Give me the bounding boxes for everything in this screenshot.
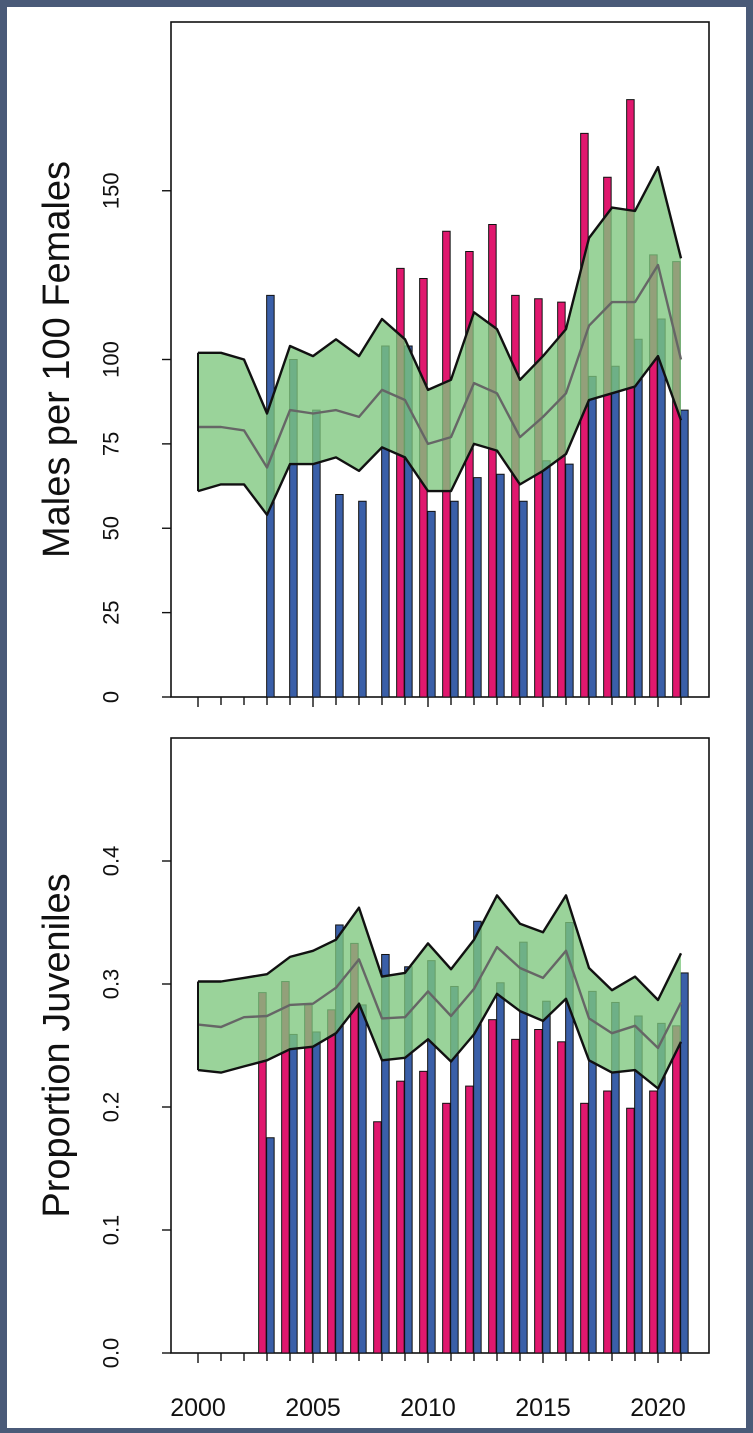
band-lower-line	[197, 354, 683, 516]
bar-pink-2013	[488, 224, 497, 698]
bar-blue-2021	[680, 409, 689, 698]
bar-blue-2010	[427, 510, 436, 698]
y-tick-label: 0.3	[99, 969, 124, 1000]
bar-pink-2019	[626, 99, 635, 698]
band-lower-line	[197, 992, 683, 1090]
bar-pink-2019	[626, 1107, 635, 1354]
bar-pink-2021	[672, 1025, 681, 1354]
panel-proportion-juveniles: 0.0 0.1 0.2 0.3 0.4 Proportion Juveniles 2000 2…	[36, 737, 710, 1422]
bar-blue-2012	[473, 920, 482, 1354]
y-tick-label: 0.1	[99, 1215, 124, 1246]
bar-blue-2018	[611, 365, 620, 698]
bar-blue-2007	[358, 500, 367, 698]
y-tick-label: 150	[99, 172, 124, 209]
bar-pink-2014	[511, 294, 520, 698]
x-tick-label: 2020	[630, 1394, 686, 1422]
bar-blue-2008	[381, 953, 390, 1354]
x-tick-label: 2015	[515, 1394, 571, 1422]
plot-frame	[170, 737, 710, 1354]
bar-blue-2011	[450, 500, 459, 698]
bar-blue-2013	[496, 473, 505, 698]
bar-blue-2015	[542, 460, 551, 698]
band-upper-line	[198, 165, 683, 415]
bar-blue-2021	[680, 972, 689, 1354]
credible-band	[198, 167, 681, 515]
y-tick-label: 0	[99, 691, 124, 703]
bar-pink-2005	[304, 1004, 313, 1354]
x-tick-label: 2010	[400, 1394, 456, 1422]
bar-blue-2014	[519, 500, 528, 698]
bar-blue-2004	[289, 1033, 298, 1354]
bar-blue-2015	[542, 1000, 551, 1354]
x-tick-label: 2005	[285, 1394, 341, 1422]
bar-blue-2016	[565, 463, 574, 698]
bar-pink-2017	[580, 1102, 589, 1354]
bar-blue-2006	[335, 494, 344, 698]
bar-blue-2019	[634, 338, 643, 698]
y-axis-label: Males per 100 Females	[36, 161, 78, 558]
bar-pink-2008	[373, 1121, 382, 1354]
bar-pink-2020	[649, 1090, 658, 1354]
y-tick-label: 100	[99, 341, 124, 378]
bar-blue-2013	[496, 982, 505, 1354]
bar-pink-2015	[534, 1029, 543, 1354]
bar-blue-2003	[266, 1137, 275, 1354]
y-tick-label: 0.4	[99, 846, 124, 877]
bar-blue-2017	[588, 375, 597, 698]
y-tick-label: 50	[99, 516, 124, 540]
bar-pink-2018	[603, 1090, 612, 1354]
y-tick-label: 0.0	[99, 1338, 124, 1369]
y-tick-label: 0.2	[99, 1092, 124, 1123]
band-upper-line	[198, 894, 683, 1002]
band-mean-line	[198, 263, 683, 469]
bar-pink-2010	[419, 1070, 428, 1354]
bar-pink-2009	[396, 1080, 405, 1354]
bar-pink-2012	[465, 251, 474, 698]
bar-pink-2012	[465, 1085, 474, 1354]
credible-band	[198, 895, 681, 1089]
x-tick-label: 2000	[170, 1394, 226, 1422]
y-tick-label: 75	[99, 432, 124, 456]
bar-blue-2006	[335, 924, 344, 1354]
bar-blue-2005	[312, 1031, 321, 1354]
bar-pink-2016	[557, 1041, 566, 1354]
bar-pink-2014	[511, 1038, 520, 1354]
bar-pink-2013	[488, 1019, 497, 1354]
band-mean-line	[197, 945, 683, 1050]
y-axis-label: Proportion Juveniles	[36, 873, 78, 1217]
bar-blue-2012	[473, 477, 482, 698]
y-tick-label: 25	[99, 600, 124, 624]
panel-sex-ratio: 0 25 50 75 100 150 Males per 100 Females	[36, 21, 710, 707]
figure: 0 25 50 75 100 150 Males per 100 Females 0.0 0.…	[7, 7, 746, 1428]
bar-pink-2006	[327, 1009, 336, 1354]
bar-pink-2011	[442, 1102, 451, 1354]
bar-blue-2007	[358, 1004, 367, 1354]
